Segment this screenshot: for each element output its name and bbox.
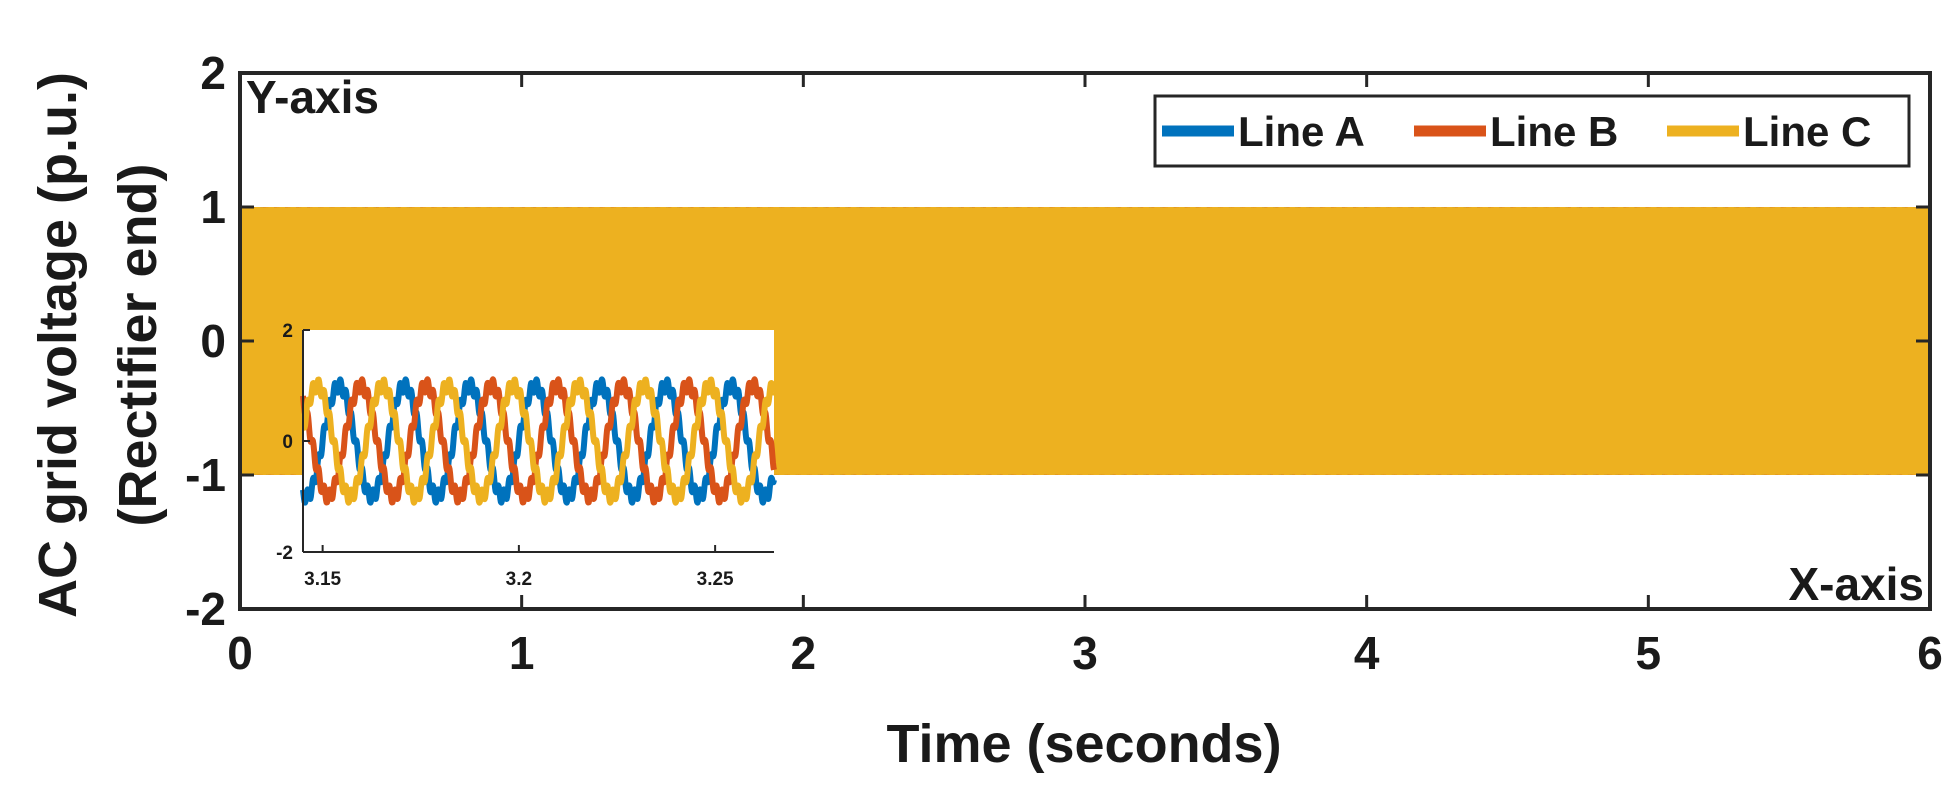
inset-series-line-line-a	[300, 376, 777, 506]
x-tick-label: 3	[1072, 627, 1098, 679]
y-tick-label: 0	[200, 315, 226, 367]
y-tick-label: -1	[185, 449, 226, 501]
legend-label-line-b: Line B	[1490, 108, 1618, 155]
y-tick-label: 2	[200, 47, 226, 99]
legend-box	[1153, 94, 1911, 168]
inset-y-tick-label: -2	[276, 543, 293, 564]
x-tick-label: 2	[791, 627, 817, 679]
inset-series-line-line-b	[300, 376, 777, 506]
y-axis-title-line-2: (Rectifier end)	[108, 163, 168, 526]
inset-x-tick-label: 3.2	[506, 569, 532, 590]
inset-x-tick-label: 3.25	[697, 569, 734, 590]
y-axis-title-line-1: AC grid voltage (p.u.)	[28, 72, 88, 618]
y-axis-corner-label: Y-axis	[246, 71, 379, 123]
x-tick-label: 0	[227, 627, 253, 679]
x-tick-label: 1	[509, 627, 535, 679]
legend-label-line-a: Line A	[1238, 108, 1365, 155]
inset-y-tick-label: 2	[282, 321, 293, 342]
inset-y-tick-label: 0	[282, 432, 293, 453]
main-plot-axes: 0 1 2 3 4 5 6 -2 -1 0 1 2	[185, 47, 1943, 679]
inset-plot: 3.15 3.2 3.25 -2 0 2	[276, 321, 777, 590]
y-tick-label: 1	[200, 181, 226, 233]
x-tick-label: 4	[1354, 627, 1380, 679]
inset-series-line-line-c	[300, 376, 777, 506]
y-tick-label: -2	[185, 583, 226, 635]
x-axis-title: Time (seconds)	[886, 714, 1281, 774]
legend-label-line-c: Line C	[1743, 108, 1871, 155]
x-axis-corner-label: X-axis	[1788, 558, 1924, 610]
inset-x-tick-label: 3.15	[304, 569, 341, 590]
x-tick-label: 5	[1636, 627, 1662, 679]
x-tick-label: 6	[1917, 627, 1943, 679]
legend: Line A Line B Line C	[1153, 94, 1911, 168]
